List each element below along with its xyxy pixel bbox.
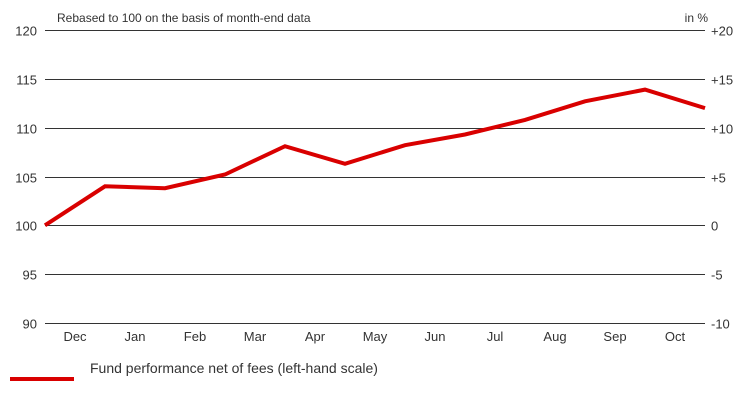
right-axis-unit: in % [685, 11, 709, 25]
x-tick-label: Apr [305, 329, 326, 344]
left-tick-label: 110 [16, 122, 37, 137]
right-axis-ticks: -10 -5 0 +5 +10 +15 +20 [711, 24, 733, 332]
series-line [43, 87, 706, 227]
x-axis-ticks: Dec Jan Feb Mar Apr May Jun Jul Aug Sep Oct [63, 329, 685, 344]
left-tick-label: 95 [23, 268, 37, 283]
left-axis-ticks: 90 95 100 105 110 115 120 [15, 24, 37, 332]
x-tick-label: Jul [487, 329, 504, 344]
left-tick-label: 100 [15, 219, 37, 234]
x-tick-label: May [363, 329, 388, 344]
right-tick-label: -10 [711, 317, 730, 332]
series-group [43, 87, 706, 227]
x-tick-label: Aug [543, 329, 566, 344]
left-tick-label: 115 [16, 73, 37, 88]
x-tick-label: Dec [63, 329, 87, 344]
x-tick-label: Jan [125, 329, 146, 344]
legend-label: Fund performance net of fees (left-hand … [90, 360, 378, 376]
x-tick-label: Jun [425, 329, 446, 344]
x-tick-label: Feb [184, 329, 206, 344]
right-tick-label: 0 [711, 219, 718, 234]
right-tick-label: -5 [711, 268, 723, 283]
left-tick-label: 105 [15, 171, 37, 186]
x-tick-label: Sep [603, 329, 626, 344]
right-tick-label: +15 [711, 73, 733, 88]
right-tick-label: +10 [711, 122, 733, 137]
right-tick-label: +20 [711, 24, 733, 39]
right-tick-label: +5 [711, 171, 726, 186]
grid [45, 30, 705, 324]
x-tick-label: Oct [665, 329, 686, 344]
left-tick-label: 90 [23, 317, 37, 332]
chart-subtitle: Rebased to 100 on the basis of month-end… [57, 11, 311, 25]
left-tick-label: 120 [15, 24, 37, 39]
x-tick-label: Mar [244, 329, 267, 344]
